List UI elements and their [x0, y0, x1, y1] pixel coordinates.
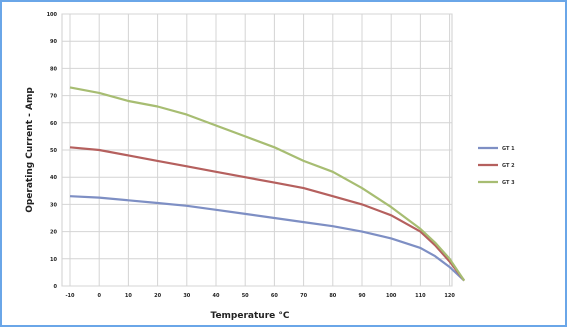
y-tick-label: 20 [50, 230, 57, 236]
y-tick-label: 70 [50, 94, 57, 100]
y-axis-ticks: 0 10 20 30 40 50 60 70 80 90 100 [47, 12, 58, 290]
x-tick-label: 30 [183, 293, 190, 299]
x-tick-label: 110 [415, 293, 426, 299]
x-tick-label: 90 [359, 293, 366, 299]
x-tick-label: 20 [154, 293, 161, 299]
y-axis-title: Operating Current - Amp [25, 87, 35, 213]
series-line-2 [69, 146, 466, 282]
x-tick-label: 10 [125, 293, 132, 299]
x-tick-label: 0 [97, 293, 101, 299]
series-line-1 [69, 195, 465, 282]
x-tick-label: 100 [386, 293, 397, 299]
y-tick-label: 0 [54, 284, 58, 290]
y-tick-label: 60 [50, 121, 57, 127]
x-tick-label: 70 [300, 293, 307, 299]
legend-label-1: GT 1 [502, 146, 515, 152]
legend: GT 1 GT 2 GT 3 [478, 146, 515, 186]
y-tick-label: 30 [50, 202, 57, 208]
y-tick-label: 100 [47, 12, 58, 18]
y-tick-label: 50 [50, 148, 57, 154]
x-tick-label: 80 [329, 293, 336, 299]
y-tick-label: 80 [50, 66, 57, 72]
x-tick-label: 40 [213, 293, 220, 299]
x-tick-label: 50 [242, 293, 249, 299]
x-tick-label: -10 [65, 293, 75, 299]
y-tick-label: 90 [50, 39, 57, 45]
series-lines [69, 86, 466, 282]
legend-label-2: GT 2 [502, 163, 515, 169]
y-tick-label: 40 [50, 175, 57, 181]
legend-label-3: GT 3 [502, 180, 515, 186]
x-tick-label: 120 [444, 293, 455, 299]
y-tick-label: 10 [50, 257, 57, 263]
x-tick-label: 60 [271, 293, 278, 299]
x-axis-ticks: -10 0 10 20 30 40 50 60 70 80 90 100 110 120 [65, 293, 455, 299]
series-line-3 [69, 86, 466, 282]
x-axis-title: Temperature °C [211, 311, 290, 321]
